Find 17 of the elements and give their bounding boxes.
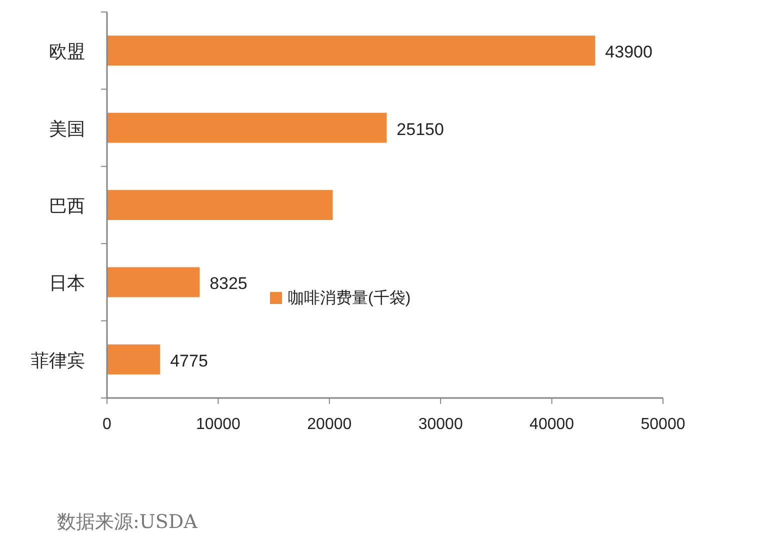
data-label: 25150 [396,120,444,139]
x-tick-label: 50000 [640,416,686,433]
x-tick-label: 10000 [196,416,241,433]
legend-label: 咖啡消费量(千袋) [288,289,411,307]
y-tick-label: 美国 [49,118,85,139]
source-note: 数据来源:USDA [57,511,198,533]
y-tick-label: 巴西 [49,196,85,216]
data-label: 43900 [605,42,652,62]
x-tick-label: 30000 [418,416,463,433]
y-tick-label: 菲律宾 [31,350,85,370]
data-label: 8325 [210,274,248,294]
x-tick-label: 40000 [530,416,574,433]
data-label: 4775 [170,351,208,370]
y-tick-label: 欧盟 [49,42,85,62]
y-tick-label: 日本 [49,273,85,294]
x-tick-label: 20000 [307,416,352,433]
x-tick-label: 0 [102,416,112,433]
